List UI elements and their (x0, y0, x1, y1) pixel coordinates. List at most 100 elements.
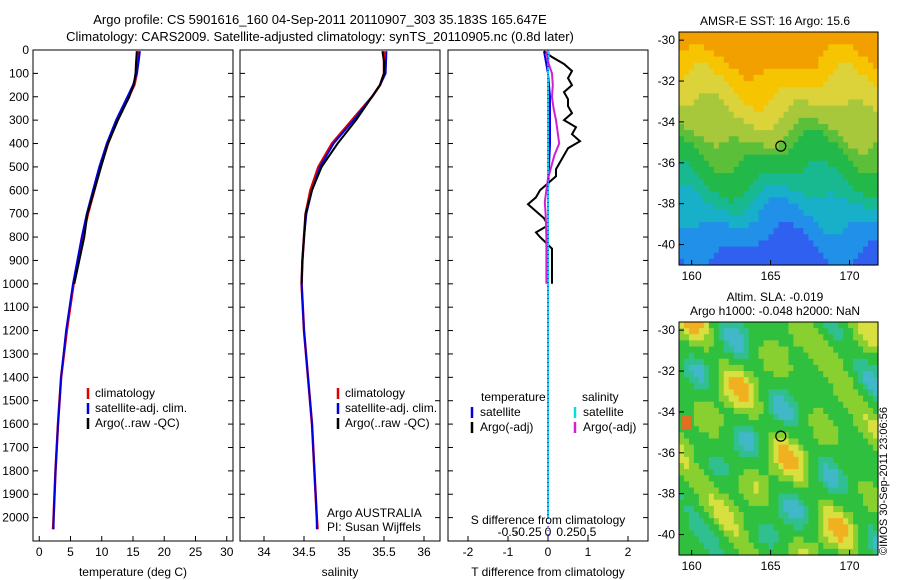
map-cell (718, 512, 725, 519)
map-cell (703, 536, 710, 544)
map-cell (873, 371, 879, 378)
map-cell (768, 191, 775, 199)
map-cell (733, 413, 740, 421)
map-cell (803, 252, 809, 260)
map-cell (773, 530, 780, 538)
map-cell (679, 512, 685, 519)
map-cell (833, 444, 839, 452)
map-cell (753, 56, 760, 64)
map-cell (848, 450, 854, 458)
map-cell (783, 444, 790, 452)
map-cell (679, 358, 685, 366)
map-cell (693, 548, 700, 556)
map-cell (873, 234, 879, 242)
map-cell (768, 81, 775, 88)
map-cell (708, 68, 715, 76)
map-cell (798, 81, 804, 88)
map-cell (708, 222, 715, 229)
map-cell (863, 505, 869, 513)
map-cell (833, 420, 839, 427)
map-cell (738, 234, 745, 242)
map-cell (679, 389, 685, 397)
map-cell (708, 420, 715, 427)
map-cell (803, 105, 809, 113)
map-cell (718, 334, 725, 341)
map-cell (833, 130, 839, 137)
map-cell (863, 322, 869, 329)
map-cell (713, 81, 720, 88)
map-cell (713, 185, 720, 193)
map-cell (863, 246, 869, 254)
map-cell (848, 493, 854, 501)
map-cell (833, 432, 839, 440)
map-cell (778, 166, 785, 174)
map-cell (833, 322, 839, 329)
map-cell (778, 364, 785, 372)
map-cell (868, 136, 874, 143)
map-cell (838, 340, 844, 348)
map-cell (679, 130, 685, 137)
map-cell (773, 105, 780, 113)
map-cell (688, 383, 695, 391)
map-cell (868, 203, 874, 211)
map-cell (798, 123, 804, 131)
map-cell (698, 352, 705, 360)
map-cell (703, 142, 710, 150)
map-cell (803, 352, 809, 360)
map-cell (743, 371, 750, 378)
map-cell (733, 364, 740, 372)
map-cell (858, 438, 864, 446)
map-cell (718, 340, 725, 348)
map-cell (703, 340, 710, 348)
map-cell (833, 481, 839, 489)
map-cell (843, 81, 849, 88)
map-cell (679, 426, 685, 433)
map-cell (818, 50, 824, 58)
map-cell (793, 87, 799, 94)
map-cell (743, 117, 750, 125)
map-cell (863, 105, 869, 113)
map-cell (738, 389, 745, 397)
y-tick-label: 800 (9, 230, 29, 244)
map-cell (863, 328, 869, 335)
map-cell (818, 252, 824, 260)
map-cell (703, 111, 710, 119)
map-cell (858, 50, 864, 58)
map-cell (679, 548, 685, 556)
map-cell (773, 222, 780, 229)
map-cell (713, 74, 720, 82)
map-cell (798, 536, 804, 544)
map-cell (783, 222, 790, 229)
map-cell (683, 426, 690, 433)
map-cell (688, 334, 695, 341)
map-cell (818, 154, 824, 162)
map-cell (833, 346, 839, 354)
map-cell (698, 407, 705, 415)
map-cell (813, 328, 819, 335)
map-cell (818, 93, 824, 101)
map-cell (708, 426, 715, 433)
map-cell (683, 68, 690, 76)
map-cell (713, 87, 720, 94)
map-cell (818, 32, 824, 39)
map-cell (718, 444, 725, 452)
map-cell (863, 383, 869, 391)
x-tick-label: 34.5 (292, 545, 316, 559)
map-cell (788, 352, 795, 360)
map-cell (873, 340, 879, 348)
map-cell (698, 222, 705, 229)
map-cell (838, 93, 844, 101)
map-cell (783, 32, 790, 39)
map-cell (713, 364, 720, 372)
map-cell (693, 62, 700, 70)
map-cell (833, 154, 839, 162)
map-cell (873, 209, 879, 217)
map-cell (763, 463, 770, 470)
map-cell (679, 469, 685, 476)
map-cell (808, 50, 814, 58)
map-frame (678, 31, 879, 266)
map-cell (798, 179, 804, 186)
map-cell (793, 340, 799, 348)
map-cell (728, 487, 735, 495)
map-cell (733, 209, 740, 217)
